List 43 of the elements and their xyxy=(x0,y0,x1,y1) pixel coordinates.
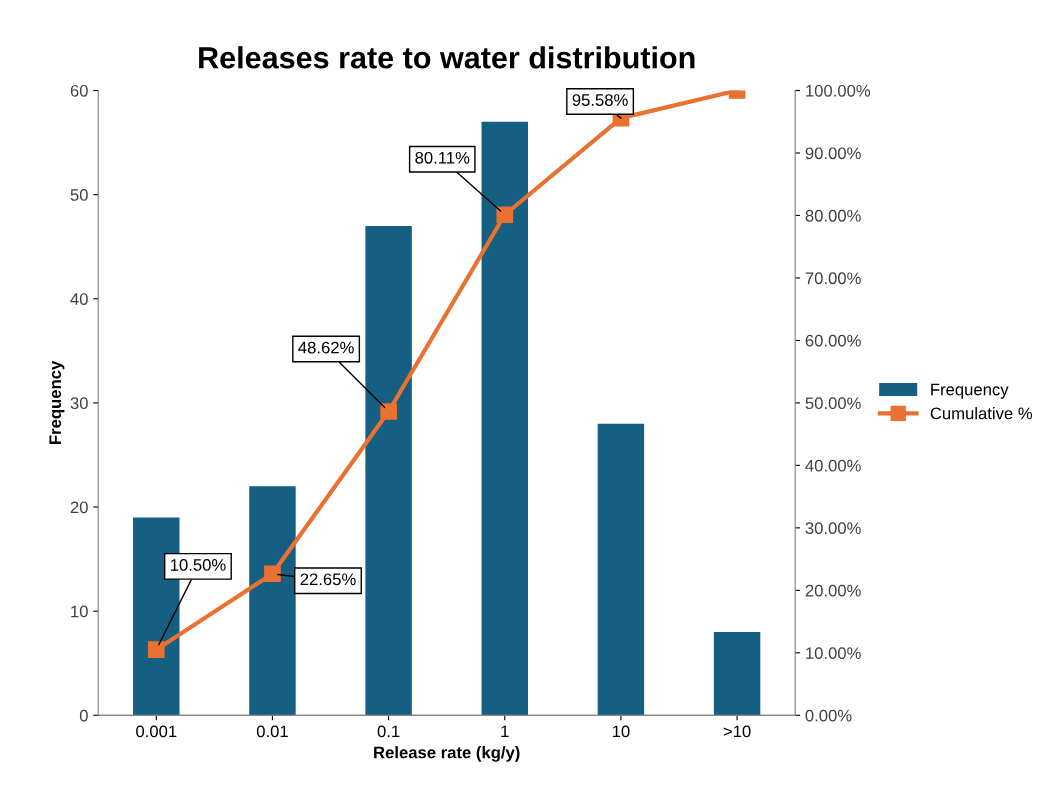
point xyxy=(147,641,165,659)
y2-tick-label: 90.00% xyxy=(805,147,861,160)
x-tick-label: 0.01 xyxy=(256,725,288,738)
x-tick-label: 0.001 xyxy=(136,725,177,738)
data-label: 10.50% xyxy=(170,559,226,571)
y2-tick-label: 40.00% xyxy=(805,459,861,472)
y2-tick-label: 70.00% xyxy=(805,272,861,285)
x-tick-label: 10 xyxy=(612,725,630,738)
y2-tick-label: 100.00% xyxy=(806,84,871,97)
y2-tick-label: 60.00% xyxy=(805,334,861,347)
y-tick-label: 10 xyxy=(71,605,88,618)
y-tick-label: 0 xyxy=(79,709,88,722)
y2-tick-label: 10.00% xyxy=(806,647,861,660)
bar xyxy=(365,225,412,716)
y-axis-title: Frequency xyxy=(49,360,65,444)
data-label: 22.65% xyxy=(300,573,356,586)
data-label: 48.62% xyxy=(298,341,354,354)
y2-tick-label: 30.00% xyxy=(805,522,861,535)
y-tick-label: 40 xyxy=(70,293,88,305)
y2-tick-label: 80.00% xyxy=(805,209,861,222)
legend-label: Frequency xyxy=(931,383,1009,399)
chart-title: Releases rate to water distribution xyxy=(199,46,695,69)
y-tick-label: 20 xyxy=(70,501,88,514)
x-tick-label: >10 xyxy=(723,725,751,738)
bar xyxy=(481,121,528,716)
y2-tick-label: 50.00% xyxy=(805,397,861,410)
point xyxy=(264,565,281,583)
y2-tick-label: 20.00% xyxy=(805,584,861,597)
y-tick-label: 50 xyxy=(70,189,88,201)
y2-tick-label: 0.00% xyxy=(805,709,852,722)
y-tick-label: 60 xyxy=(70,84,88,97)
bar xyxy=(597,423,645,716)
data-label: 95.58% xyxy=(572,94,628,106)
bar xyxy=(249,486,296,716)
y-tick-label: 30 xyxy=(70,397,88,410)
x-tick-label: 0.1 xyxy=(377,725,400,738)
x-axis-title: Release rate (kg/y) xyxy=(374,746,520,762)
legend-label: Cumulative % xyxy=(930,407,1033,420)
x-tick-label: 1 xyxy=(501,725,509,738)
point xyxy=(496,206,514,224)
point xyxy=(380,403,397,420)
data-label: 80.11% xyxy=(415,151,470,164)
bar xyxy=(713,631,761,716)
